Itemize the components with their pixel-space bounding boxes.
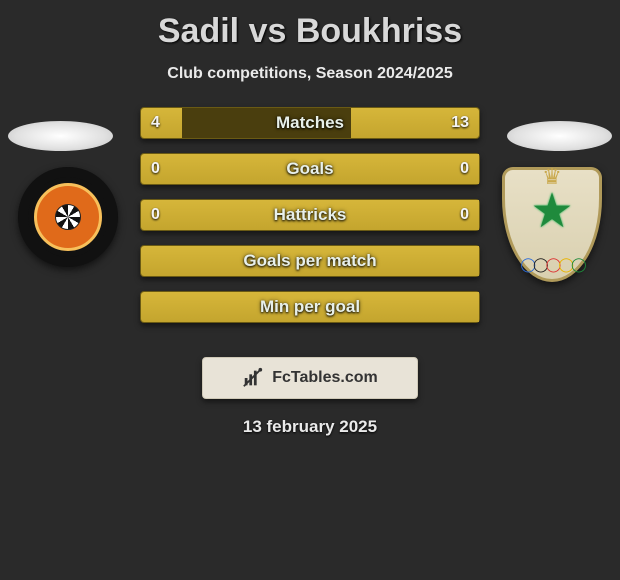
chart-icon xyxy=(242,367,264,389)
stat-bar: 0 0 Goals xyxy=(140,153,480,185)
bar-fill-left xyxy=(141,108,182,138)
player-left-disc xyxy=(8,121,113,151)
bar-right-value: 0 xyxy=(460,160,469,178)
player-right-crest: ♛ ★ ◯◯◯◯◯ xyxy=(502,167,602,297)
player-right-disc xyxy=(507,121,612,151)
star-icon: ★ xyxy=(530,183,573,239)
stat-bar: 0 0 Hattricks xyxy=(140,199,480,231)
bar-left-value: 0 xyxy=(151,160,160,178)
bar-left-value: 4 xyxy=(151,114,160,132)
watermark[interactable]: FcTables.com xyxy=(202,357,418,399)
stat-bars: 4 13 Matches 0 0 Goals 0 0 Hattricks Goals per ma… xyxy=(140,107,480,323)
stat-bar: Min per goal xyxy=(140,291,480,323)
date-label: 13 february 2025 xyxy=(0,417,620,437)
bar-label: Goals per match xyxy=(243,251,376,271)
player-left-crest xyxy=(18,167,118,267)
page-title: Sadil vs Boukhriss xyxy=(0,0,620,51)
bar-right-value: 13 xyxy=(451,114,469,132)
stat-bar: Goals per match xyxy=(140,245,480,277)
bar-label: Min per goal xyxy=(260,297,360,317)
watermark-text: FcTables.com xyxy=(272,369,378,387)
bar-right-value: 0 xyxy=(460,206,469,224)
olympic-rings-icon: ◯◯◯◯◯ xyxy=(520,256,583,273)
bar-label: Goals xyxy=(286,159,333,179)
bar-left-value: 0 xyxy=(151,206,160,224)
bar-label: Hattricks xyxy=(274,205,347,225)
bar-label: Matches xyxy=(276,113,344,133)
stat-bar: 4 13 Matches xyxy=(140,107,480,139)
comparison-arena: ♛ ★ ◯◯◯◯◯ 4 13 Matches 0 0 Goals 0 0 Hattricks Go… xyxy=(0,107,620,337)
subtitle: Club competitions, Season 2024/2025 xyxy=(0,65,620,83)
